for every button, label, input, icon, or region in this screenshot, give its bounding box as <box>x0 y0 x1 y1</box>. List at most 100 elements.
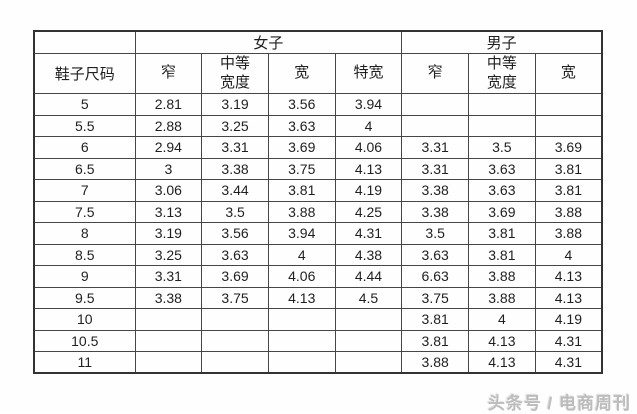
value-cell <box>401 93 470 116</box>
col-header-shoe-size: 鞋子尺码 <box>33 53 136 94</box>
table-row: 10 3.81 4 4.19 <box>33 308 603 331</box>
size-cell: 7.5 <box>33 200 136 223</box>
value-cell: 3.56 <box>201 222 269 245</box>
table-row: 7.5 3.13 3.5 3.88 4.25 3.38 3.69 3.88 <box>33 200 603 223</box>
value-cell: 3.31 <box>134 265 203 288</box>
table-row: 6 2.94 3.31 3.69 4.06 3.31 3.5 3.69 <box>33 136 603 159</box>
value-cell: 3.81 <box>267 179 336 202</box>
value-cell: 3.38 <box>401 200 470 223</box>
col-header-wide-women: 宽 <box>267 53 336 94</box>
value-cell: 3.81 <box>468 243 536 266</box>
value-cell: 3.31 <box>401 136 470 159</box>
value-cell: 3.88 <box>534 222 603 245</box>
value-cell: 4.31 <box>534 351 603 374</box>
value-cell: 3.81 <box>534 157 603 180</box>
size-cell: 9.5 <box>33 286 136 309</box>
value-cell: 3.69 <box>201 265 269 288</box>
value-cell: 3.63 <box>468 157 536 180</box>
value-cell: 4 <box>468 308 536 331</box>
value-cell <box>468 114 536 137</box>
table-row: 10.5 3.81 4.13 4.31 <box>33 329 603 352</box>
value-cell: 3.88 <box>534 200 603 223</box>
value-cell: 3.44 <box>201 179 269 202</box>
value-cell: 4.25 <box>334 200 403 223</box>
value-cell <box>267 351 336 374</box>
size-cell: 11 <box>33 351 136 374</box>
value-cell <box>267 308 336 331</box>
value-cell: 3.25 <box>134 243 203 266</box>
value-cell <box>534 114 603 137</box>
col-header-medium-men: 中等宽度 <box>468 53 536 94</box>
value-cell: 3.31 <box>401 157 470 180</box>
value-cell: 4.38 <box>334 243 403 266</box>
value-cell <box>201 308 269 331</box>
size-cell: 10.5 <box>33 329 136 352</box>
value-cell: 3.81 <box>401 329 470 352</box>
value-cell: 4.06 <box>267 265 336 288</box>
value-cell <box>334 351 403 374</box>
value-cell: 3.56 <box>267 93 336 116</box>
table-header: 女子 男子 鞋子尺码 窄 中等宽度 宽 特宽 窄 中等宽度 宽 <box>33 30 603 94</box>
value-cell: 3.5 <box>401 222 470 245</box>
value-cell: 4.13 <box>534 265 603 288</box>
value-cell <box>134 308 203 331</box>
value-cell: 3.75 <box>267 157 336 180</box>
group-header-men: 男子 <box>401 30 603 54</box>
value-cell <box>134 351 203 374</box>
value-cell: 4 <box>534 243 603 266</box>
value-cell: 3.81 <box>534 179 603 202</box>
value-cell: 3.69 <box>534 136 603 159</box>
value-cell: 3.69 <box>468 200 536 223</box>
size-cell: 8.5 <box>33 243 136 266</box>
col-header-label: 窄 <box>427 64 443 82</box>
size-cell: 6 <box>33 136 136 159</box>
value-cell: 3.63 <box>468 179 536 202</box>
value-cell <box>267 329 336 352</box>
value-cell: 3.88 <box>267 200 336 223</box>
value-cell: 4.13 <box>334 157 403 180</box>
table-row: 8 3.19 3.56 3.94 4.31 3.5 3.81 3.88 <box>33 222 603 245</box>
col-header-label: 宽 <box>560 64 576 82</box>
value-cell: 3.88 <box>401 351 470 374</box>
value-cell: 6.63 <box>401 265 470 288</box>
group-header-row: 女子 男子 <box>33 30 603 54</box>
size-cell: 5 <box>33 93 136 116</box>
value-cell: 3.38 <box>401 179 470 202</box>
value-cell <box>201 329 269 352</box>
size-cell: 8 <box>33 222 136 245</box>
value-cell: 3.88 <box>468 286 536 309</box>
col-header-label: 中等宽度 <box>220 54 251 91</box>
value-cell: 3.06 <box>134 179 203 202</box>
table-row: 9 3.31 3.69 4.06 4.44 6.63 3.88 4.13 <box>33 265 603 288</box>
value-cell: 3.38 <box>201 157 269 180</box>
table-row: 5.5 2.88 3.25 3.63 4 <box>33 114 603 137</box>
table-body: 5 2.81 3.19 3.56 3.94 5.5 2.88 3.25 3.63 4 6 2.94 3.… <box>33 93 603 374</box>
value-cell: 3.88 <box>468 265 536 288</box>
value-cell: 4.19 <box>534 308 603 331</box>
value-cell <box>334 308 403 331</box>
watermark: 头条号 / 电商周刊 <box>487 394 631 413</box>
shoe-width-table: 女子 男子 鞋子尺码 窄 中等宽度 宽 特宽 窄 中等宽度 宽 5 2.81 3.1… <box>33 30 603 374</box>
table-row: 11 3.88 4.13 4.31 <box>33 351 603 374</box>
value-cell: 3.63 <box>267 114 336 137</box>
value-cell: 3.81 <box>401 308 470 331</box>
value-cell: 3.69 <box>267 136 336 159</box>
col-header-narrow-women: 窄 <box>134 53 203 94</box>
value-cell: 4.13 <box>468 329 536 352</box>
value-cell: 4.5 <box>334 286 403 309</box>
col-header-extrawide-women: 特宽 <box>334 53 403 94</box>
value-cell: 3.25 <box>201 114 269 137</box>
table-row: 8.5 3.25 3.63 4 4.38 3.63 3.81 4 <box>33 243 603 266</box>
value-cell: 3.38 <box>134 286 203 309</box>
col-header-label: 中等宽度 <box>486 54 517 91</box>
value-cell: 4.44 <box>334 265 403 288</box>
value-cell: 3.31 <box>201 136 269 159</box>
value-cell <box>534 93 603 116</box>
value-cell: 3.63 <box>401 243 470 266</box>
size-cell: 10 <box>33 308 136 331</box>
value-cell <box>201 351 269 374</box>
table-row: 7 3.06 3.44 3.81 4.19 3.38 3.63 3.81 <box>33 179 603 202</box>
table-row: 9.5 3.38 3.75 4.13 4.5 3.75 3.88 4.13 <box>33 286 603 309</box>
table-row: 6.5 3 3.38 3.75 4.13 3.31 3.63 3.81 <box>33 157 603 180</box>
